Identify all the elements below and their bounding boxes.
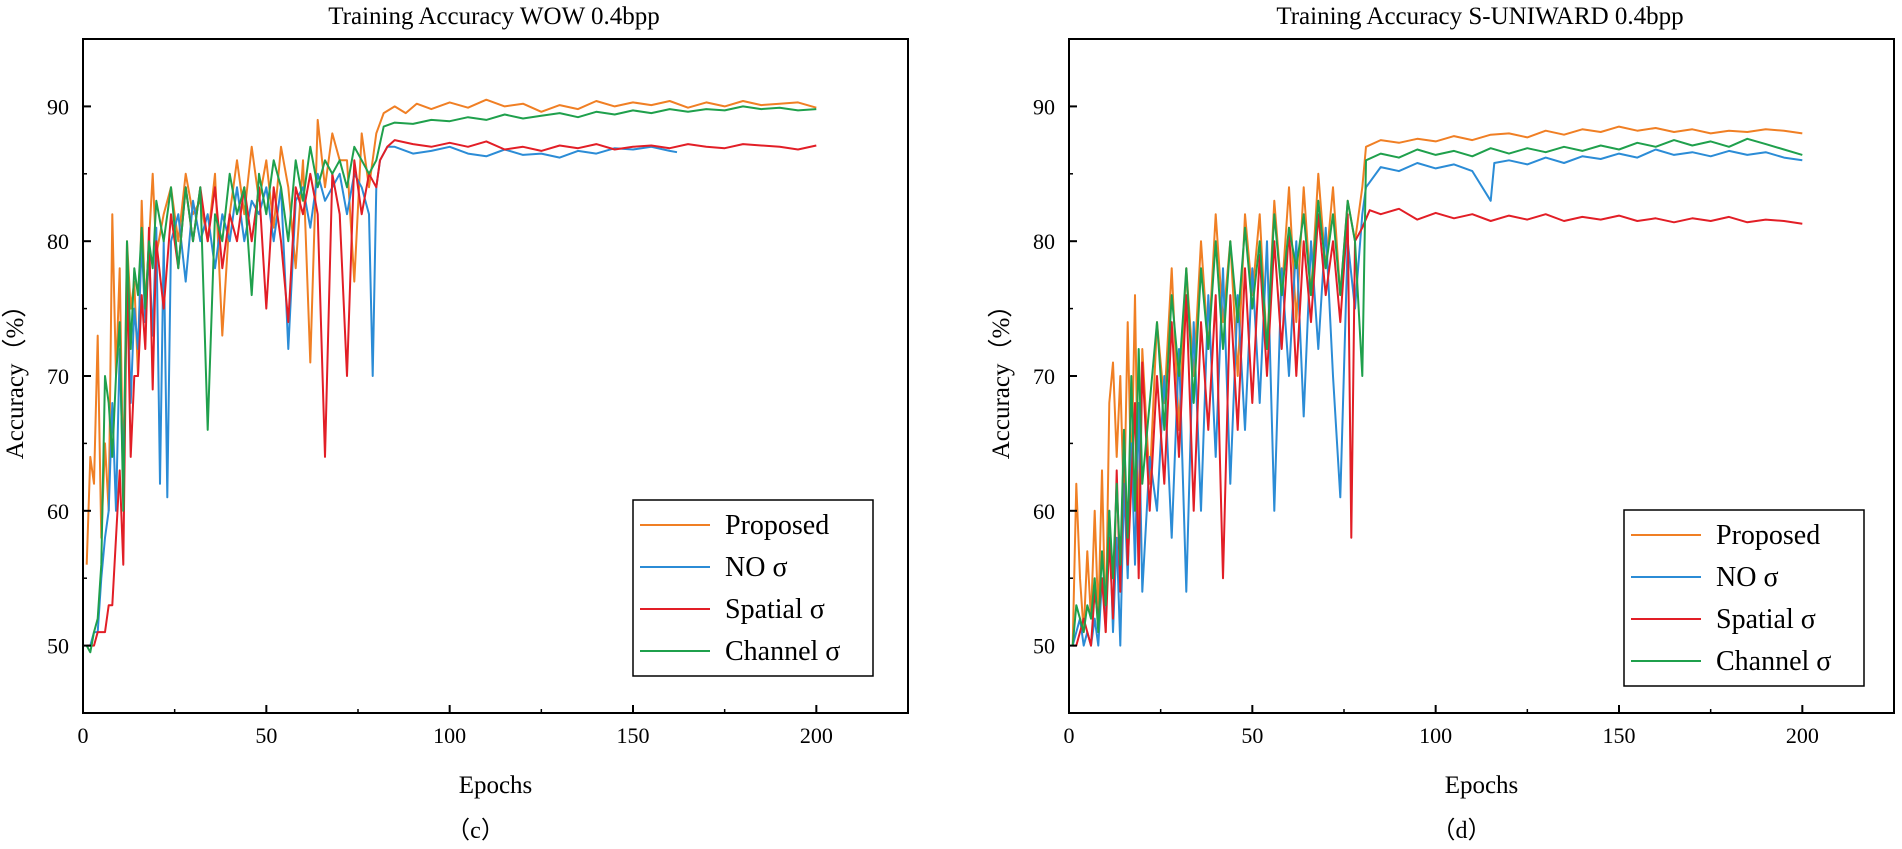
y-tick-label: 80 (47, 229, 69, 254)
legend-label: Proposed (725, 510, 829, 541)
y-tick-label: 50 (1033, 634, 1055, 659)
legend: Proposed NO σ Spatial σ Channel σ (1623, 509, 1865, 687)
legend-box (1623, 509, 1865, 687)
y-tick-label: 60 (1033, 499, 1055, 524)
legend-label: Spatial σ (725, 594, 825, 625)
x-tick-label: 50 (1241, 723, 1263, 748)
x-tick-label: 100 (1419, 723, 1452, 748)
legend-label: Proposed (1716, 520, 1820, 551)
legend-box (632, 499, 874, 677)
panel-label: （d） (1432, 818, 1492, 844)
y-tick-label: 90 (47, 94, 69, 119)
y-axis-label: Accuracy（%） (987, 293, 1015, 460)
series-line-proposed (85, 98, 817, 565)
series-line-channel (85, 105, 817, 654)
chart-title: Training Accuracy WOW 0.4bpp (328, 3, 659, 30)
x-tick-label: 100 (433, 723, 466, 748)
x-tick-label: 0 (1064, 723, 1075, 748)
series-line-proposed (1071, 125, 1803, 646)
chart-panel-c: Training Accuracy WOW 0.4bpp 0 50 100 150 200… (1, 3, 909, 844)
series-line-no (1071, 148, 1803, 647)
series-line-channel (1071, 137, 1803, 646)
chart-panel-d: Training Accuracy S-UNIWARD 0.4bpp 0 50 100… (987, 3, 1895, 844)
series-group (1071, 125, 1803, 647)
legend-label: Channel σ (725, 636, 840, 667)
chart-title: Training Accuracy S-UNIWARD 0.4bpp (1276, 3, 1683, 30)
x-tick-label: 150 (1603, 723, 1636, 748)
panel-label: （c） (446, 818, 505, 844)
x-tick-label: 150 (617, 723, 650, 748)
y-tick-label: 50 (47, 634, 69, 659)
x-tick-label: 50 (255, 723, 277, 748)
y-tick-label: 60 (47, 499, 69, 524)
y-tick-label: 70 (1033, 364, 1055, 389)
x-axis-label: Epochs (459, 772, 533, 799)
x-tick-label: 0 (78, 723, 89, 748)
legend-label: Channel σ (1716, 646, 1831, 677)
x-tick-label: 200 (800, 723, 833, 748)
legend-label: Spatial σ (1716, 604, 1816, 635)
x-tick-label: 200 (1786, 723, 1819, 748)
series-group (85, 98, 817, 654)
y-tick-label: 80 (1033, 229, 1055, 254)
series-line-spatial (86, 139, 817, 647)
legend-label: NO σ (1716, 562, 1779, 593)
y-tick-label: 90 (1033, 94, 1055, 119)
y-axis-label: Accuracy（%） (1, 293, 29, 460)
legend: Proposed NO σ Spatial σ Channel σ (632, 499, 874, 677)
x-axis-label: Epochs (1445, 772, 1519, 799)
legend-label: NO σ (725, 552, 788, 583)
y-tick-label: 70 (47, 364, 69, 389)
